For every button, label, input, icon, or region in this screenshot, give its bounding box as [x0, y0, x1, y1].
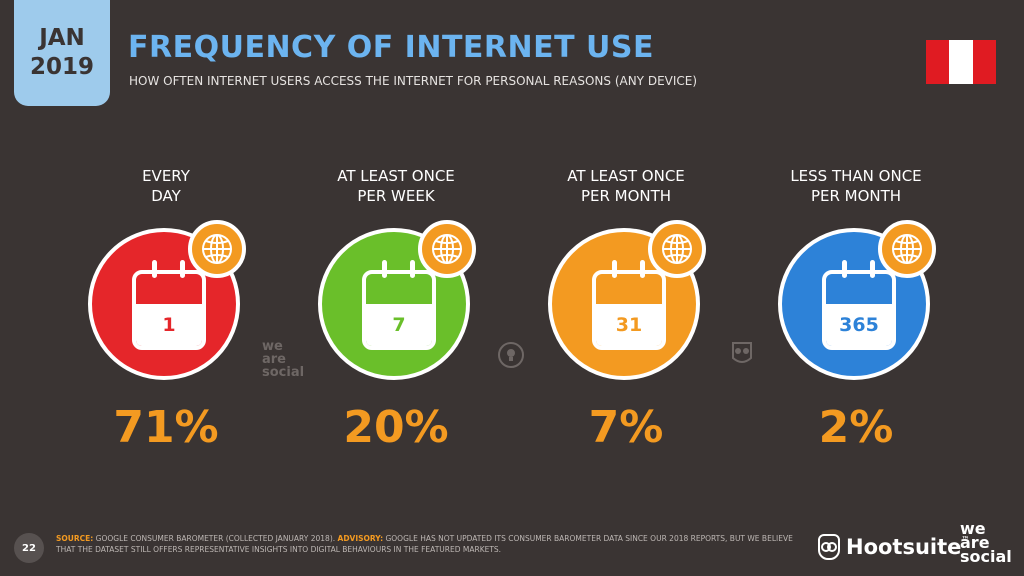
we-are-social-logo: we are social [960, 519, 1012, 566]
frequency-column-every-day: EVERY DAY 1 71% [56, 0, 276, 576]
calendar-number: 365 [826, 304, 892, 346]
frequency-column-weekly: AT LEAST ONCE PER WEEK 7 20% [286, 0, 506, 576]
frequency-circle: 365 [778, 220, 936, 380]
date-tab: JAN 2019 [14, 0, 110, 106]
globe-icon [648, 220, 706, 278]
advisory-label: ADVISORY: [337, 534, 384, 543]
frequency-circle: 1 [88, 220, 246, 380]
percent-value: 71% [113, 402, 219, 453]
date-month: JAN [39, 25, 85, 51]
source-label: SOURCE: [56, 534, 94, 543]
percent-value: 2% [818, 402, 894, 453]
calendar-number: 1 [136, 304, 202, 346]
calendar-number: 7 [366, 304, 432, 346]
we-are-social-watermark: we are social [262, 339, 305, 380]
owl-watermark-icon [730, 340, 754, 369]
calendar-number: 31 [596, 304, 662, 346]
column-label: AT LEAST ONCE PER WEEK [337, 167, 455, 205]
source-text: GOOGLE CONSUMER BAROMETER (COLLECTED JAN… [95, 534, 336, 543]
owl-icon [818, 534, 840, 560]
frequency-column-monthly: AT LEAST ONCE PER MONTH 31 7% [516, 0, 736, 576]
page-number: 22 [14, 533, 44, 563]
column-label: EVERY DAY [142, 167, 190, 205]
globe-icon [188, 220, 246, 278]
advisory-text: GOOGLE HAS NOT UPDATED ITS CONSUMER BARO… [56, 534, 793, 554]
footer-note: SOURCE: GOOGLE CONSUMER BAROMETER (COLLE… [56, 533, 796, 555]
percent-value: 20% [343, 402, 449, 453]
frequency-column-less-than-monthly: LESS THAN ONCE PER MONTH 365 2% [746, 0, 966, 576]
column-label: LESS THAN ONCE PER MONTH [790, 167, 922, 205]
frequency-circle: 7 [318, 220, 476, 380]
calendar-icon: 7 [362, 270, 436, 350]
lightbulb-watermark-icon [498, 342, 524, 371]
page-title: FREQUENCY OF INTERNET USE [128, 30, 654, 65]
calendar-icon: 1 [132, 270, 206, 350]
frequency-circle: 31 [548, 220, 706, 380]
globe-icon [878, 220, 936, 278]
hootsuite-wordmark: Hootsuite™ [846, 535, 970, 559]
percent-value: 7% [588, 402, 664, 453]
peru-flag-icon [926, 40, 996, 84]
hootsuite-logo: Hootsuite™ [818, 532, 969, 562]
date-year: 2019 [29, 54, 94, 80]
page-subtitle: HOW OFTEN INTERNET USERS ACCESS THE INTE… [129, 74, 698, 88]
globe-icon [418, 220, 476, 278]
calendar-icon: 31 [592, 270, 666, 350]
column-label: AT LEAST ONCE PER MONTH [567, 167, 685, 205]
calendar-icon: 365 [822, 270, 896, 350]
